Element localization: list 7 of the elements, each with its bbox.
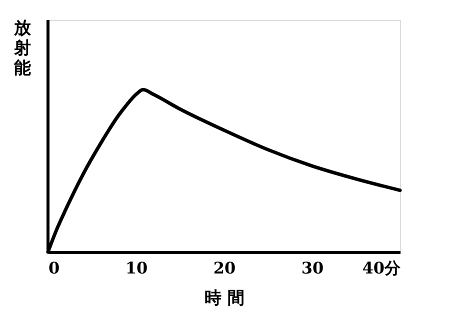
x-tick-label: 20 <box>213 258 236 278</box>
x-tick-label: 40分 <box>362 258 402 278</box>
x-tick-label: 0 <box>48 258 60 278</box>
x-axis-title: 時 間 <box>204 288 244 308</box>
y-axis-title: 放射能 <box>13 18 32 78</box>
x-tick-label: 30 <box>301 258 324 278</box>
x-tick-label: 10 <box>125 258 148 278</box>
